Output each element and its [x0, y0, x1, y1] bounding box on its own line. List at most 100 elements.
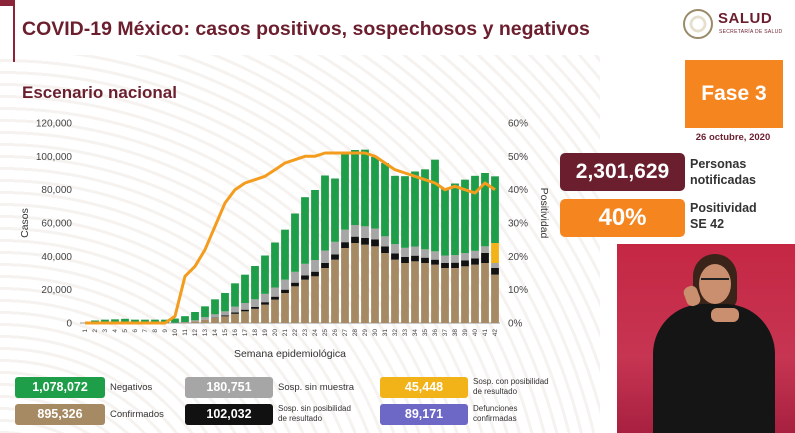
bar-segment [411, 171, 419, 247]
bar-segment [281, 279, 289, 290]
bar-segment [271, 287, 279, 297]
bar-segment [451, 268, 459, 323]
x-axis-label: Semana epidemiológica [234, 348, 346, 360]
logo-name: SALUD [718, 10, 773, 27]
x-tick-label: 35 [422, 329, 429, 337]
page-title: COVID-19 México: casos positivos, sospec… [22, 18, 590, 40]
bar-segment [331, 259, 339, 323]
bar-segment [121, 318, 129, 323]
bar-segment [281, 289, 289, 293]
bar-segment [101, 319, 109, 323]
bar-segment [351, 243, 359, 323]
bar-segment [481, 246, 489, 253]
bar-segment [471, 258, 479, 265]
y-tick-label: 40,000 [41, 252, 72, 263]
x-tick-label: 30 [372, 329, 379, 337]
legend-label: Sosp. sin posibilidad de resultado [278, 404, 351, 424]
bar-segment [231, 306, 239, 313]
bar-segment [481, 253, 489, 263]
legend-label: Defunciones confirmadas [473, 404, 517, 424]
bar-segment [141, 319, 149, 323]
bar-segment [181, 316, 189, 322]
bar-segment [381, 163, 389, 237]
legend-label-line: Defunciones [473, 404, 518, 413]
kpi-label-line: Positividad [690, 201, 757, 215]
x-tick-label: 28 [352, 329, 359, 337]
bar-segment [231, 312, 239, 314]
bar-segment [221, 316, 229, 323]
bar-segment [461, 253, 469, 261]
kpi-positividad-label: Positividad SE 42 [690, 200, 757, 232]
x-tick-label: 21 [282, 329, 289, 337]
y2-tick-label: 40% [508, 185, 528, 196]
x-tick-label: 38 [452, 329, 459, 337]
bar-segment [391, 259, 399, 323]
bar-segment [181, 322, 189, 323]
positividad-line [85, 151, 496, 325]
bar-segment [351, 150, 359, 225]
x-tick-label: 15 [222, 329, 229, 337]
bar-segment [491, 176, 499, 243]
y2-tick-label: 60% [508, 119, 528, 130]
x-tick-label: 9 [162, 329, 169, 333]
x-tick-label: 23 [302, 329, 309, 337]
x-tick-label: 10 [172, 329, 179, 337]
bar-segment [431, 159, 439, 252]
bar-segment [421, 169, 429, 250]
accent-line [13, 0, 15, 62]
bar-segment [481, 263, 489, 323]
bar-segment [151, 319, 159, 323]
x-tick-label: 20 [272, 329, 279, 337]
bar-segment [181, 322, 189, 323]
x-tick-label: 18 [252, 329, 259, 337]
bar-segment [311, 271, 319, 277]
bar-segment [321, 268, 329, 323]
x-tick-label: 6 [132, 329, 139, 333]
bar-segment [311, 260, 319, 272]
sign-language-interpreter [617, 244, 795, 433]
salud-logo: SALUD SECRETARÍA DE SALUD [683, 8, 783, 42]
bar-segment [341, 242, 349, 248]
legend-label: Confirmados [110, 409, 164, 420]
bar-segment [361, 226, 369, 238]
accent-bar [0, 0, 14, 6]
legend-label: Sosp. con posibilidad de resultado [473, 377, 549, 397]
bar-segment [481, 173, 489, 247]
x-tick-label: 29 [362, 329, 369, 337]
bar-segment [351, 236, 359, 243]
bar-segment [251, 299, 259, 307]
bar-segment [411, 255, 419, 262]
y2-tick-label: 50% [508, 152, 528, 163]
legend-label: Sosp. sin muestra [278, 382, 355, 393]
legend: 1,078,072 Negativos 180,751 Sosp. sin mu… [0, 370, 610, 433]
bar-segment [431, 264, 439, 323]
bar-segment [471, 250, 479, 259]
kpi-personas-notificadas-label: Personas notificadas [690, 156, 756, 188]
bar-segment [261, 304, 269, 323]
bar-segment [461, 266, 469, 323]
bar-segment [261, 302, 269, 305]
bar-segment [441, 188, 449, 256]
bar-segment [451, 183, 459, 256]
bar-segment [271, 296, 279, 300]
bar-segment [441, 268, 449, 323]
interpreter-glasses [701, 278, 729, 284]
bar-segment [271, 299, 279, 323]
bar-segment [491, 268, 499, 275]
x-tick-label: 27 [342, 329, 349, 337]
bar-segment [421, 249, 429, 258]
bar-segment [241, 303, 249, 310]
kpi-label-line: SE 42 [690, 217, 725, 231]
bar-segment [111, 319, 119, 323]
y-tick-label: 20,000 [41, 285, 72, 296]
bar-segment [381, 253, 389, 323]
x-tick-label: 33 [402, 329, 409, 337]
logo-subtitle: SECRETARÍA DE SALUD [719, 29, 783, 35]
bar-segment [261, 293, 269, 303]
y-tick-label: 100,000 [36, 152, 73, 163]
bar-segment [391, 244, 399, 254]
x-tick-label: 14 [212, 329, 219, 337]
bar-segment [341, 229, 349, 243]
x-tick-label: 39 [462, 329, 469, 337]
x-tick-label: 13 [202, 329, 209, 337]
